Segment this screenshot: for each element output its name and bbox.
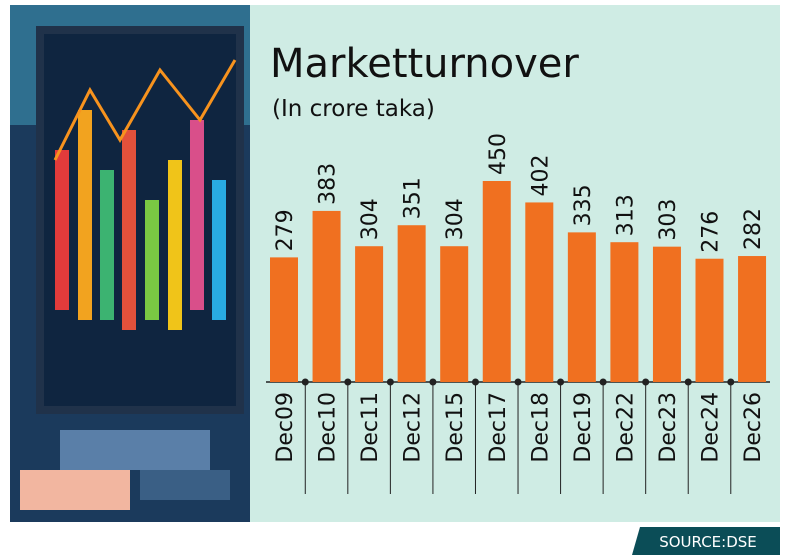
bar — [738, 256, 767, 382]
value-label: 276 — [699, 211, 724, 253]
bar — [610, 242, 639, 382]
value-label: 303 — [656, 199, 681, 241]
value-label: 351 — [401, 177, 426, 219]
separator-dot — [599, 378, 607, 386]
bar — [397, 225, 426, 382]
value-label: 383 — [316, 163, 341, 205]
x-tick-label: Dec22 — [613, 392, 638, 463]
value-label: 313 — [613, 194, 638, 236]
separator-dot — [344, 378, 352, 386]
source: SOURCE:DSE — [659, 533, 757, 551]
x-tick-label: Dec10 — [316, 392, 341, 463]
bar — [482, 181, 511, 382]
value-label: 335 — [571, 184, 596, 226]
x-tick-label: Dec18 — [528, 392, 553, 463]
bar — [355, 246, 384, 382]
bar — [312, 210, 341, 382]
bar — [695, 258, 724, 382]
x-tick-label: Dec09 — [273, 392, 298, 463]
x-tick-label: Dec19 — [571, 392, 596, 463]
value-label: 450 — [486, 133, 511, 175]
bar — [440, 246, 469, 382]
bar — [567, 232, 596, 382]
value-label: 402 — [528, 154, 553, 196]
separator-dot — [642, 378, 650, 386]
x-tick-label: Dec23 — [656, 392, 681, 463]
chart-title: Marketturnover — [270, 41, 579, 87]
separator-dot — [386, 378, 394, 386]
source-box — [632, 527, 780, 555]
x-tick-label: Dec26 — [741, 392, 766, 463]
separator-dot — [301, 378, 309, 386]
value-label: 282 — [741, 208, 766, 250]
bar — [652, 246, 681, 382]
x-tick-label: Dec24 — [699, 392, 724, 463]
value-label: 304 — [443, 198, 468, 240]
x-tick-label: Dec17 — [486, 392, 511, 463]
separator-dot — [429, 378, 437, 386]
illustration — [10, 5, 250, 522]
x-tick-label: Dec15 — [443, 392, 468, 463]
separator-dot — [684, 378, 692, 386]
separator-dot — [471, 378, 479, 386]
separator-dot — [727, 378, 735, 386]
x-tick-label: Dec11 — [358, 392, 383, 463]
value-label: 304 — [358, 198, 383, 240]
separator-dot — [514, 378, 522, 386]
bar — [525, 202, 554, 382]
separator-dot — [557, 378, 565, 386]
bar — [270, 257, 298, 382]
chart-subtitle: (In crore taka) — [272, 96, 435, 122]
value-label: 279 — [273, 209, 298, 251]
x-tick-label: Dec12 — [401, 392, 426, 463]
